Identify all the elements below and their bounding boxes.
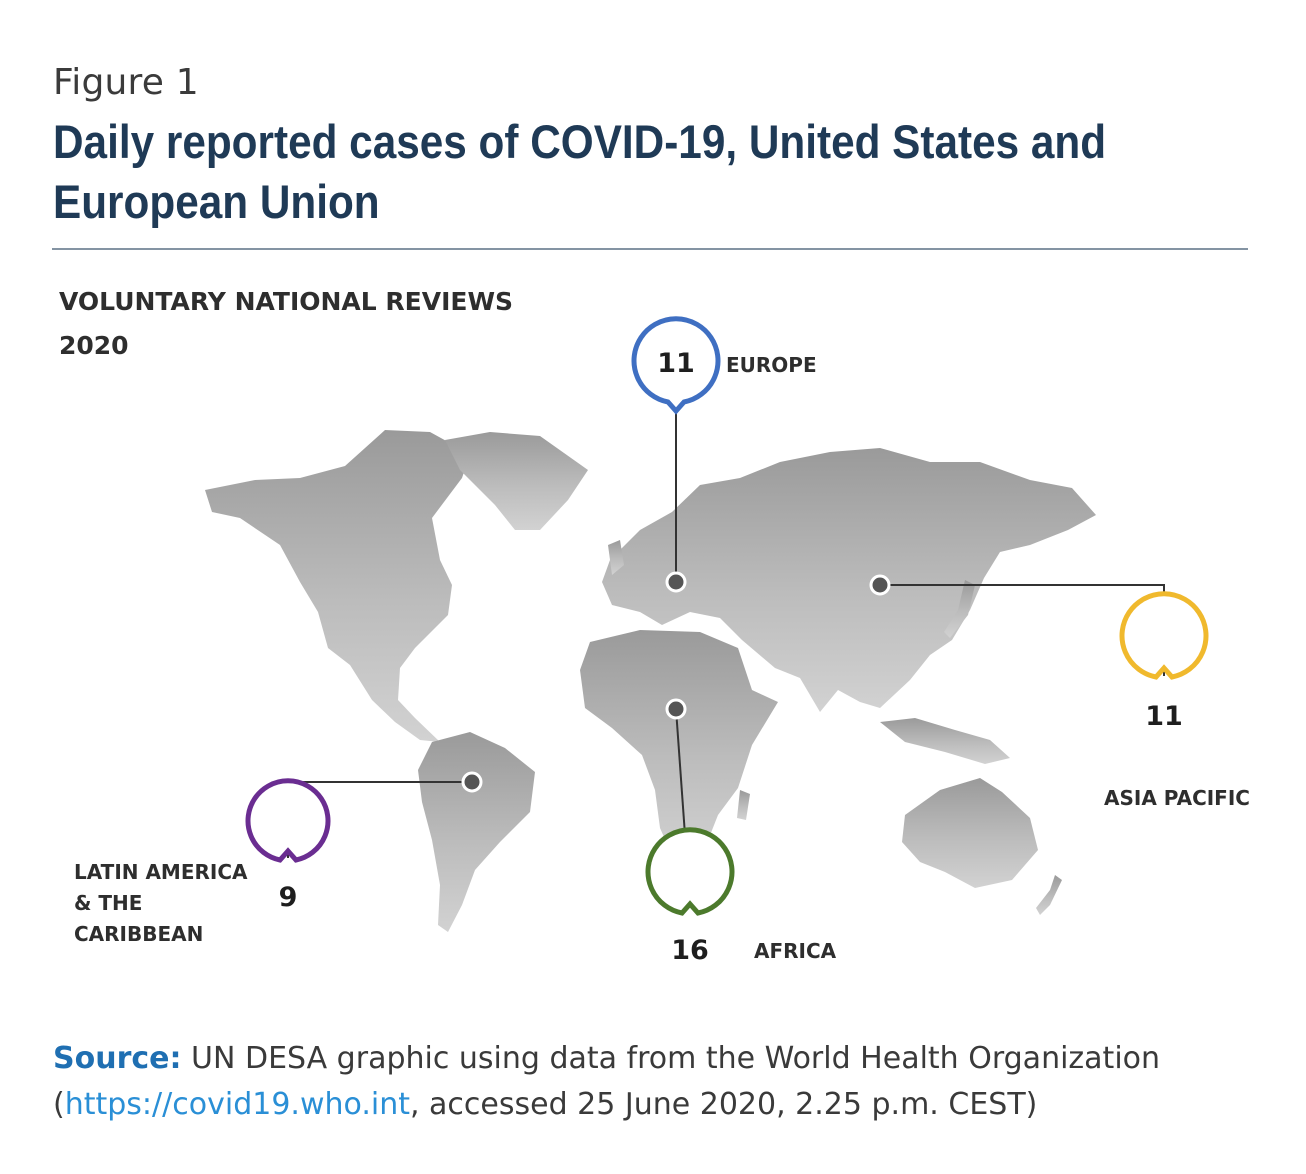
map-heading: VOLUNTARY NATIONAL REVIEWS 2020 <box>59 280 513 368</box>
map-heading-line1: VOLUNTARY NATIONAL REVIEWS <box>59 287 514 316</box>
australia-landmass <box>902 778 1038 888</box>
figure-title: Daily reported cases of COVID-19, United… <box>53 115 1107 228</box>
source-note: Source: UN DESA graphic using data from … <box>53 1036 1273 1128</box>
asia-dot <box>869 574 891 596</box>
africa-pin-marker <box>645 827 735 916</box>
new-zealand-landmass <box>1036 875 1062 915</box>
north-america-landmass <box>205 430 470 742</box>
map-heading-line2: 2020 <box>59 331 129 360</box>
latam-count: 9 <box>278 882 298 913</box>
location-dots <box>461 571 891 793</box>
greenland-landmass <box>445 432 588 530</box>
uk-landmass <box>608 540 624 575</box>
figure-label: Figure 1 <box>53 62 199 103</box>
source-label: Source: <box>53 1041 182 1076</box>
africa-count: 16 <box>671 935 709 966</box>
japan-landmass <box>944 580 975 638</box>
source-text-2: , accessed 25 June 2020, 2.25 p.m. CEST) <box>409 1087 1038 1122</box>
africa-dot <box>665 698 687 720</box>
europe-label: EUROPE <box>726 353 817 377</box>
eurasia-landmass <box>602 448 1096 712</box>
south-america-landmass <box>418 732 535 932</box>
source-link[interactable]: https://covid19.who.int <box>64 1087 410 1122</box>
europe-pin-marker <box>631 316 721 415</box>
madagascar-landmass <box>737 790 750 820</box>
latam-dot <box>461 771 483 793</box>
asia-pin-marker <box>1119 591 1209 680</box>
southeast-asia-islands <box>880 718 1010 764</box>
latam-label-line2: & THE <box>74 891 143 915</box>
asia-label: ASIA PACIFIC <box>1104 786 1250 810</box>
title-divider <box>52 248 1248 250</box>
source-text-1: UN DESA graphic using data from the Worl… <box>53 1041 1161 1122</box>
latam-label: LATIN AMERICA & THE CARIBBEAN <box>74 857 248 950</box>
region-pins <box>245 316 1209 916</box>
latam-label-line3: CARIBBEAN <box>74 922 204 946</box>
africa-label: AFRICA <box>754 939 837 963</box>
asia-count: 11 <box>1145 701 1183 732</box>
europe-dot <box>665 571 687 593</box>
latam-pin-marker <box>245 778 331 863</box>
latam-label-line1: LATIN AMERICA <box>74 860 248 884</box>
europe-count: 11 <box>657 348 695 379</box>
